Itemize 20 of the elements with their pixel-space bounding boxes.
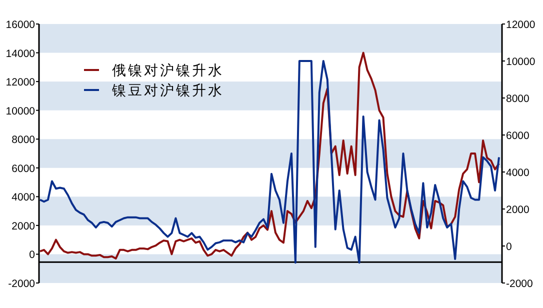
y-tick-label: 8000 — [12, 134, 36, 146]
y2-tick-label: -2000 — [506, 278, 534, 290]
y-tick-label: 0 — [29, 249, 36, 262]
y-tick-label: 16000 — [6, 19, 36, 31]
y2-tick-label: 12000 — [506, 19, 536, 31]
y2-tick-label: 0 — [506, 241, 512, 253]
y2-tick-label: 8000 — [506, 93, 530, 105]
legend-label: 镍豆对沪镍升水 — [111, 83, 224, 99]
y2-tick-label: 4000 — [506, 167, 530, 179]
y-tick-label: 4000 — [12, 192, 36, 204]
y2-tick-label: 6000 — [506, 130, 530, 142]
y-tick-label: 10000 — [6, 105, 36, 118]
y-tick-label: 14000 — [6, 48, 36, 60]
y2-tick-label: 10000 — [506, 56, 536, 68]
y-tick-label: -2000 — [8, 278, 36, 290]
y-tick-label: 2000 — [12, 220, 36, 232]
y-tick-label: 12000 — [6, 76, 36, 89]
y2-tick-label: 2000 — [506, 204, 530, 216]
y-tick-label: 6000 — [12, 162, 36, 175]
legend-label: 俄镍对沪镍升水 — [112, 63, 224, 79]
